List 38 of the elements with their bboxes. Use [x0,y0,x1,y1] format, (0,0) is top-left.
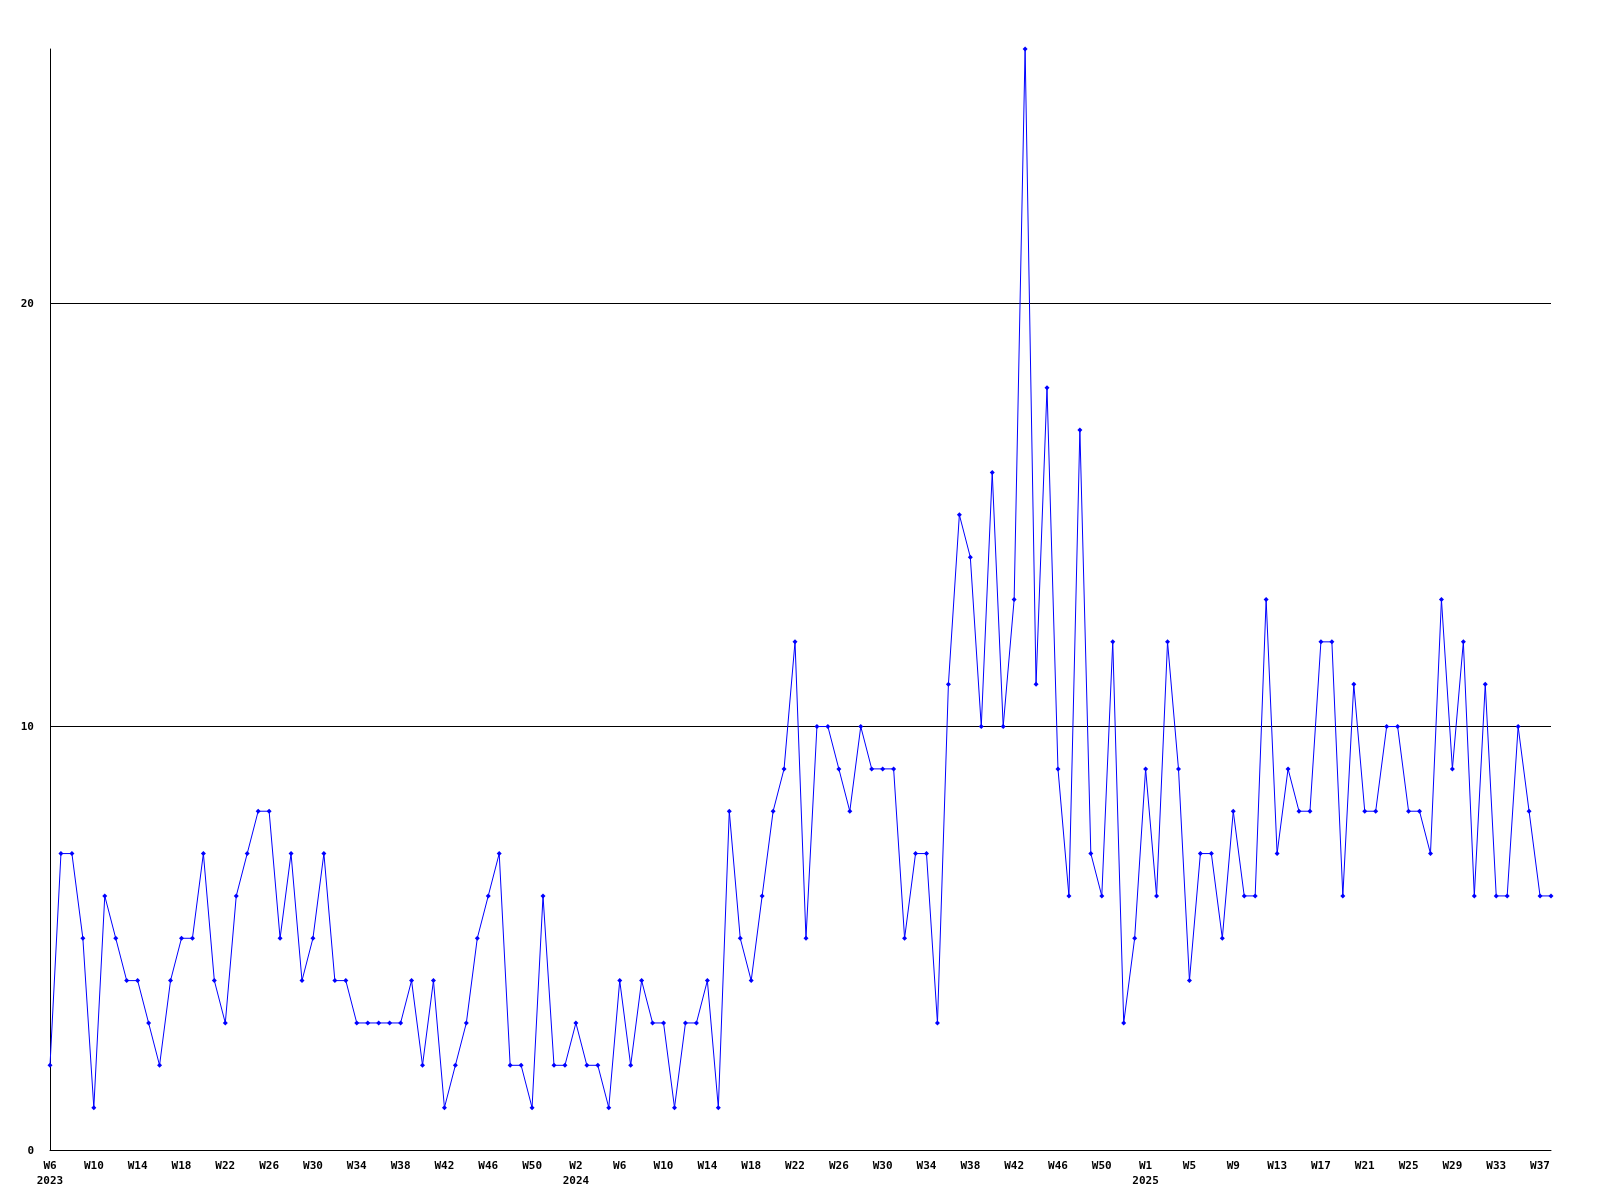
x-tick-label: W17 [1310,1159,1331,1172]
x-tick-label: W38 [960,1159,981,1172]
x-tick-label: W42 [434,1159,455,1172]
x-tick-label: W22 [785,1159,805,1172]
x-tick-label: W33 [1486,1159,1507,1172]
x-tick-label: W6 [613,1159,627,1172]
x-tick-label: W38 [390,1159,411,1172]
x-tick-label: W34 [346,1159,368,1172]
x-tick-label: W30 [872,1159,893,1172]
x-tick-label: W14 [127,1159,148,1172]
x-tick-label: W37 [1530,1159,1550,1172]
x-tick-label: W5 [1182,1159,1197,1172]
y-tick-label: 20 [20,296,34,310]
y-tick-label: 10 [20,720,34,734]
x-tick-label: W18 [171,1159,192,1172]
x-tick-label: W34 [916,1159,937,1172]
x-tick-label: W46 [478,1159,499,1172]
x-tick-label: W26 [828,1159,850,1172]
x-tick-label: W18 [741,1159,762,1172]
x-tick-label: W50 [1091,1159,1112,1172]
x-tick-label: W30 [303,1159,323,1172]
x-tick-label: W26 [259,1159,280,1172]
x-tick-label: W21 [1354,1159,1376,1172]
x-tick-label: W2 2024 [562,1159,590,1187]
x-tick-label: W50 [522,1159,543,1172]
x-tick-label: W10 [653,1159,674,1172]
x-tick-label: W6 2023 [36,1159,64,1187]
x-tick-label: W9 [1226,1159,1240,1172]
x-tick-label: W13 [1267,1159,1288,1172]
x-tick-label: W46 [1048,1159,1069,1172]
x-tick-label: W25 [1398,1159,1419,1172]
x-tick-label: W22 [215,1159,236,1172]
y-tick-label: 0 [27,1143,34,1157]
x-tick-label: W42 [1004,1159,1025,1172]
x-tick-label: W10 [83,1159,104,1172]
x-tick-label: W1 2025 [1132,1159,1159,1187]
x-tick-label: W14 [697,1159,718,1172]
x-tick-label: W29 [1442,1159,1463,1172]
